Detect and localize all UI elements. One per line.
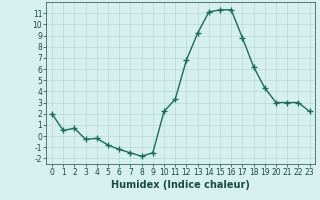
X-axis label: Humidex (Indice chaleur): Humidex (Indice chaleur)	[111, 180, 250, 190]
